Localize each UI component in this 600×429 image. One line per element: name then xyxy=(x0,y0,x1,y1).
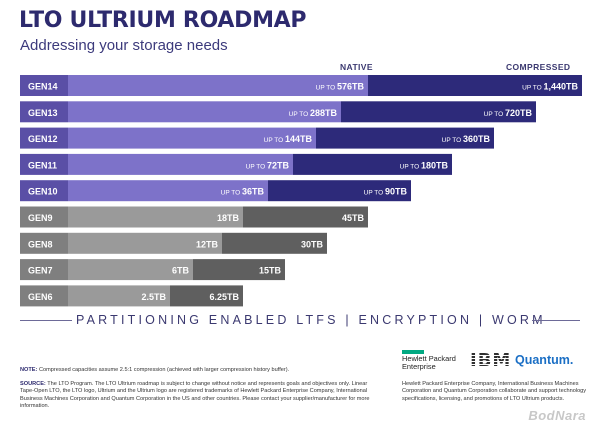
note-text: Compressed capacities assume 2.5:1 compr… xyxy=(38,367,290,373)
gen-label-cell-gen6 xyxy=(20,285,68,307)
source-note: SOURCE: The LTO Program. The LTO Ultrium… xyxy=(20,381,380,410)
gen-label-cell-gen12 xyxy=(20,127,68,149)
native-bar-gen6 xyxy=(68,285,170,307)
compressed-value-gen11: UP TO 180TB xyxy=(400,160,449,170)
native-value-gen6: 2.5TB xyxy=(141,292,166,302)
gen-label-gen6: GEN6 xyxy=(28,292,53,302)
partner-logos: Hewlett Packard Enterprise IBM Quantum. xyxy=(402,350,592,372)
native-bar-gen12 xyxy=(68,127,316,149)
compressed-value-gen13: UP TO 720TB xyxy=(484,108,533,118)
gen-label-cell-gen11 xyxy=(20,153,68,175)
gen-label-gen14: GEN14 xyxy=(28,82,58,92)
native-value-gen9: 18TB xyxy=(217,213,240,223)
gen-label-gen12: GEN12 xyxy=(28,134,58,144)
note-label: NOTE: xyxy=(20,367,38,373)
native-value-gen13: UP TO 288TB xyxy=(289,108,338,118)
native-value-gen14: UP TO 576TB xyxy=(316,82,365,92)
native-column-header: NATIVE xyxy=(340,62,373,72)
gen-label-gen9: GEN9 xyxy=(28,213,53,223)
native-value-gen8: 12TB xyxy=(196,239,219,249)
native-bar-gen11 xyxy=(68,153,293,175)
compressed-bar-gen9 xyxy=(243,206,368,228)
compressed-bar-gen14 xyxy=(368,75,582,96)
compressed-bar-gen10 xyxy=(268,180,411,202)
gen-label-gen11: GEN11 xyxy=(28,160,57,170)
hpe-element-icon xyxy=(402,350,424,354)
compressed-value-gen7: 15TB xyxy=(259,266,282,276)
native-bar-gen13 xyxy=(68,101,341,123)
native-bar-gen14 xyxy=(68,75,368,96)
gen-label-gen7: GEN7 xyxy=(28,266,53,276)
features-banner: PARTITIONING ENABLED LTFS | ENCRYPTION |… xyxy=(20,310,580,332)
compressed-value-gen8: 30TB xyxy=(301,239,324,249)
gen-label-cell-gen7 xyxy=(20,259,68,281)
native-bar-gen7 xyxy=(68,259,193,281)
gen-label-cell-gen9 xyxy=(20,206,68,228)
features-divider-left xyxy=(20,320,72,321)
compressed-bar-gen7 xyxy=(193,259,285,281)
compressed-bar-gen6 xyxy=(170,285,243,307)
compressed-value-gen12: UP TO 360TB xyxy=(442,134,491,144)
compressed-column-header: COMPRESSED xyxy=(506,62,571,72)
source-text: The LTO Program. The LTO Ultrium roadmap… xyxy=(20,381,370,409)
native-bar-gen9 xyxy=(68,206,243,228)
partner-statement: Hewlett Packard Enterprise Company, Inte… xyxy=(402,381,587,402)
ibm-logo: IBM xyxy=(470,350,512,371)
native-value-gen7: 6TB xyxy=(172,266,190,276)
compressed-bar-gen11 xyxy=(293,153,452,175)
compressed-value-gen6: 6.25TB xyxy=(209,292,239,302)
compressed-value-gen10: UP TO 90TB xyxy=(364,187,408,197)
source-label: SOURCE: xyxy=(20,381,46,387)
page-title: LTO ULTRIUM ROADMAP xyxy=(19,8,307,33)
gen-label-cell-gen8 xyxy=(20,232,68,254)
compressed-bar-gen12 xyxy=(316,127,494,149)
gen-label-gen13: GEN13 xyxy=(28,108,58,118)
native-value-gen10: UP TO 36TB xyxy=(221,187,265,197)
gen-label-cell-gen14 xyxy=(20,75,68,96)
native-value-gen12: UP TO 144TB xyxy=(264,134,313,144)
hpe-logo-text: Hewlett Packard Enterprise xyxy=(402,354,456,371)
features-divider-right xyxy=(532,320,580,321)
compressed-bar-gen8 xyxy=(222,232,327,254)
roadmap-chart: GEN14 UP TO 576TB UP TO 1,440TB GEN13 UP TO … xyxy=(20,75,582,307)
compressed-bar-gen13 xyxy=(341,101,536,123)
native-bar-gen10 xyxy=(68,180,268,202)
watermark: BodNara xyxy=(528,408,586,423)
hpe-logo: Hewlett Packard Enterprise xyxy=(402,350,466,371)
native-value-gen11: UP TO 72TB xyxy=(246,160,290,170)
gen-label-cell-gen10 xyxy=(20,180,68,202)
gen-label-gen10: GEN10 xyxy=(28,187,58,197)
compressed-value-gen9: 45TB xyxy=(342,213,365,223)
compressed-value-gen14: UP TO 1,440TB xyxy=(522,82,578,92)
quantum-logo: Quantum. xyxy=(515,353,574,367)
features-text: PARTITIONING ENABLED LTFS | ENCRYPTION |… xyxy=(76,313,546,327)
native-bar-gen8 xyxy=(68,232,222,254)
gen-label-cell-gen13 xyxy=(20,101,68,123)
page-subtitle: Addressing your storage needs xyxy=(20,37,228,54)
footnote: NOTE: Compressed capacities assume 2.5:1… xyxy=(20,367,380,374)
gen-label-gen8: GEN8 xyxy=(28,239,53,249)
